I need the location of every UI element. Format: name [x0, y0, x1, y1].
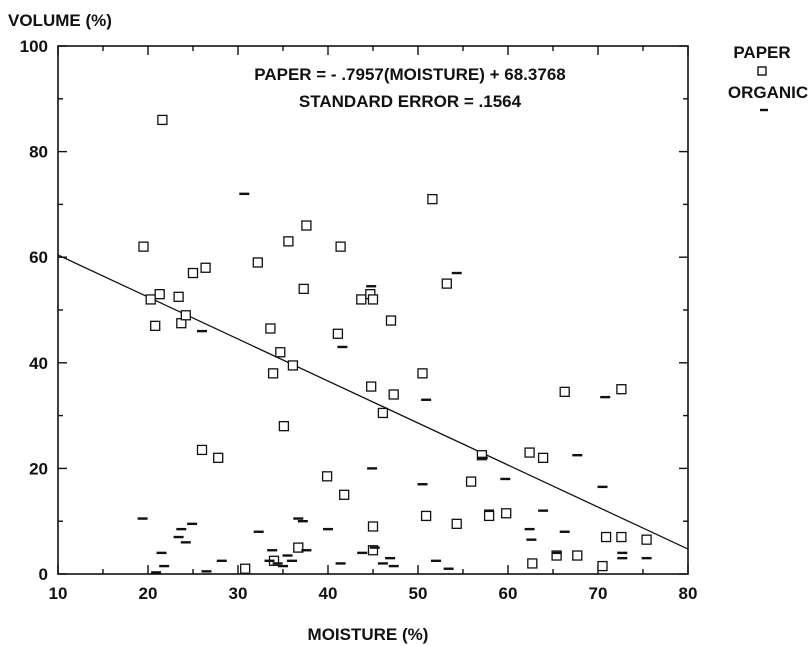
paper-point: [367, 294, 379, 305]
paper-point: [451, 518, 462, 529]
paper-point: [366, 381, 377, 392]
y-tick-label: 40: [29, 354, 48, 373]
y-axis-title: VOLUME (%): [8, 11, 112, 30]
y-tick-label: 20: [29, 459, 48, 478]
paper-point: [641, 534, 652, 545]
paper-point: [150, 320, 161, 331]
x-tick-label: 40: [319, 584, 338, 603]
x-tick-label: 10: [49, 584, 68, 603]
paper-point: [427, 193, 438, 205]
paper-point: [240, 563, 251, 574]
paper-point: [252, 257, 263, 268]
paper-point: [213, 452, 224, 463]
paper-point: [559, 386, 570, 397]
paper-point: [377, 407, 389, 419]
plot-border: [57, 45, 689, 575]
regression-equation: PAPER = - .7957(MOISTURE) + 68.3768: [254, 65, 565, 84]
paper-point: [138, 241, 149, 252]
paper-point: [187, 267, 199, 279]
paper-point: [298, 283, 309, 295]
organic-series: [137, 192, 652, 574]
plot-frame: [57, 45, 689, 575]
x-tick-label: 20: [139, 584, 158, 603]
paper-point: [616, 531, 627, 543]
paper-point: [417, 368, 428, 379]
paper-point: [385, 315, 397, 326]
regression-line: [57, 254, 689, 550]
paper-point: [600, 531, 612, 543]
x-tick-label: 80: [679, 584, 698, 603]
paper-point: [335, 241, 346, 252]
paper-point: [287, 360, 299, 371]
paper-point: [356, 294, 367, 305]
y-tick-label: 100: [20, 37, 48, 56]
x-tick-label: 50: [409, 584, 428, 603]
paper-point: [173, 291, 184, 302]
paper-point: [537, 452, 549, 463]
paper-point: [200, 262, 211, 273]
paper-point: [551, 550, 562, 561]
legend-marker-paper: [757, 66, 767, 76]
paper-point: [301, 220, 312, 231]
paper-point: [332, 328, 344, 339]
paper-point: [501, 508, 512, 519]
y-tick-label: 80: [29, 143, 48, 162]
paper-point: [275, 347, 286, 358]
paper-series: [138, 114, 652, 574]
paper-point: [524, 447, 535, 458]
standard-error-label: STANDARD ERROR = .1564: [299, 92, 522, 111]
legend-label-paper: PAPER: [733, 43, 790, 62]
paper-point: [420, 510, 432, 522]
paper-point: [180, 310, 191, 321]
y-tick-label: 0: [39, 565, 48, 584]
paper-point: [367, 521, 379, 532]
x-tick-label: 30: [229, 584, 248, 603]
legend: PAPER ORGANIC: [728, 43, 808, 112]
paper-point: [527, 558, 538, 569]
paper-point: [616, 384, 627, 395]
y-tick-label: 60: [29, 248, 48, 267]
legend-label-organic: ORGANIC: [728, 83, 808, 102]
paper-point: [321, 471, 333, 482]
paper-point: [293, 542, 304, 553]
paper-point: [145, 294, 156, 305]
paper-point: [465, 476, 477, 487]
paper-point: [388, 389, 399, 400]
x-axis-ticks: 10 20 30 40 50 60 70 80: [49, 46, 698, 603]
paper-point: [572, 550, 583, 561]
paper-point: [367, 545, 379, 556]
paper-point: [154, 289, 165, 300]
paper-point: [157, 114, 168, 126]
x-tick-label: 70: [589, 584, 608, 603]
paper-point: [283, 236, 294, 247]
paper-point: [196, 444, 208, 456]
x-tick-label: 60: [499, 584, 518, 603]
paper-point: [339, 489, 350, 500]
paper-point: [265, 323, 276, 334]
paper-point: [267, 368, 279, 379]
regression-line-group: [57, 254, 689, 550]
paper-point: [597, 560, 608, 572]
paper-point: [476, 450, 488, 461]
x-axis-title: MOISTURE (%): [308, 625, 429, 644]
paper-point: [278, 421, 290, 432]
paper-point: [483, 510, 495, 522]
paper-point: [441, 278, 452, 289]
